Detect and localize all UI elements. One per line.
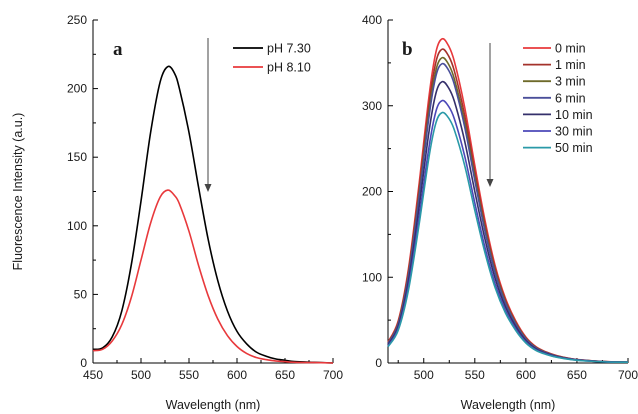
x-tick-label: 450: [83, 368, 103, 382]
y-tick-label: 100: [362, 270, 382, 284]
panel-b: 500 550 600 650 700 0 100 200 300 400 Wavelength (…: [362, 13, 638, 412]
trend-arrow-head: [204, 184, 212, 192]
x-tick-label: 550: [465, 368, 485, 382]
x-tick-label: 650: [567, 368, 587, 382]
legend-label: 1 min: [555, 58, 586, 72]
panel-letter: b: [402, 39, 413, 60]
legend-label: 30 min: [555, 125, 593, 139]
panel-a: 450 500 550 600 650 700 0 50 100 150 200 250 Wavelen…: [11, 13, 343, 412]
legend-label: 3 min: [555, 75, 586, 89]
x-tick-label: 500: [131, 368, 151, 382]
y-tick-label: 200: [67, 82, 87, 96]
x-tick-label: 550: [179, 368, 199, 382]
series-line-50-min: [387, 111, 629, 363]
y-tick-label: 250: [67, 13, 87, 27]
panel-letter: a: [113, 39, 123, 60]
x-axis-title: Wavelength (nm): [461, 398, 556, 412]
legend-label: 10 min: [555, 108, 593, 122]
legend-label: 6 min: [555, 91, 586, 105]
trend-arrow-head: [486, 179, 494, 187]
y-tick-label: 0: [80, 356, 87, 370]
y-tick-label: 200: [362, 185, 382, 199]
y-axis-title: Fluorescence Intensity (a.u.): [11, 113, 25, 271]
legend-label: pH 8.10: [267, 61, 311, 75]
series-line-ph-7-30: [92, 65, 334, 364]
legend-label: 50 min: [555, 141, 593, 155]
x-tick-label: 650: [275, 368, 295, 382]
y-tick-label: 300: [362, 99, 382, 113]
legend-label: pH 7.30: [267, 42, 311, 56]
x-tick-label: 600: [227, 368, 247, 382]
x-axis-title: Wavelength (nm): [166, 398, 261, 412]
y-tick-label: 150: [67, 150, 87, 164]
x-tick-label: 700: [618, 368, 638, 382]
y-tick-label: 400: [362, 13, 382, 27]
legend-label: 0 min: [555, 42, 586, 56]
x-tick-label: 600: [516, 368, 536, 382]
y-tick-label: 100: [67, 219, 87, 233]
y-tick-label: 50: [74, 287, 88, 301]
x-tick-label: 500: [414, 368, 434, 382]
x-tick-label: 700: [323, 368, 343, 382]
y-tick-label: 0: [375, 356, 382, 370]
series-line-ph-8-10: [92, 189, 334, 364]
